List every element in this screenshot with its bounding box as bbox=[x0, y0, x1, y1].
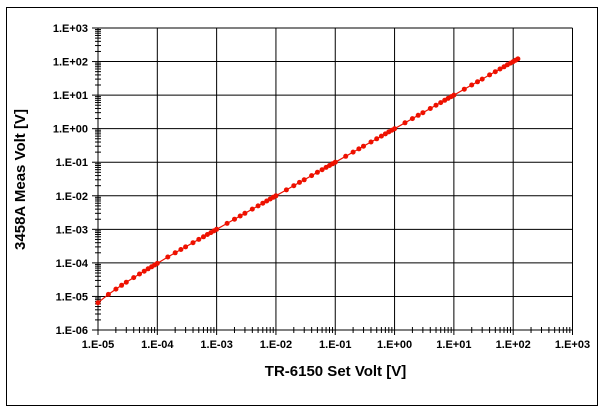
y-tick-label: 1.E-01 bbox=[56, 157, 88, 169]
data-point-marker bbox=[374, 136, 380, 142]
data-point-marker bbox=[469, 82, 475, 88]
x-tick-label: 1.E-02 bbox=[260, 339, 292, 351]
data-point-marker bbox=[409, 116, 415, 122]
y-tick-label: 1.E+00 bbox=[53, 124, 88, 136]
x-tick-label: 1.E-04 bbox=[141, 339, 174, 351]
data-point-marker bbox=[237, 213, 243, 219]
y-tick-label: 1.E-04 bbox=[56, 258, 89, 270]
x-tick-label: 1.E+03 bbox=[555, 339, 590, 351]
data-point-marker bbox=[433, 102, 439, 108]
data-point-marker bbox=[123, 279, 129, 285]
data-point-marker bbox=[378, 133, 384, 139]
data-point-marker bbox=[475, 79, 480, 85]
data-point-marker bbox=[113, 286, 119, 292]
chart-outer-border bbox=[6, 7, 598, 406]
data-point-marker bbox=[301, 177, 307, 183]
data-point-marker bbox=[172, 250, 178, 256]
y-tick-label: 1.E-02 bbox=[56, 191, 88, 203]
data-point-marker bbox=[249, 206, 255, 212]
data-point-marker bbox=[356, 146, 362, 152]
data-point-marker bbox=[273, 193, 279, 199]
x-tick-label: 1.E-01 bbox=[319, 339, 351, 351]
data-point-marker bbox=[368, 139, 374, 145]
data-point-marker bbox=[451, 92, 457, 98]
data-point-marker bbox=[497, 66, 503, 72]
data-point-marker bbox=[224, 220, 230, 226]
data-point-marker bbox=[309, 173, 315, 179]
y-axis-title: 3458A Meas Volt [V] bbox=[11, 108, 29, 250]
data-point-marker bbox=[183, 244, 189, 250]
data-point-marker bbox=[350, 149, 356, 155]
data-point-marker bbox=[332, 159, 338, 165]
x-tick-label: 1.E-03 bbox=[200, 339, 232, 351]
x-tick-label: 1.E-05 bbox=[82, 339, 114, 351]
data-point-marker bbox=[291, 183, 297, 189]
data-point-marker bbox=[427, 106, 433, 111]
data-point-marker bbox=[131, 275, 137, 281]
data-point-marker bbox=[242, 210, 248, 216]
data-point-marker bbox=[119, 282, 125, 288]
data-point-marker bbox=[319, 167, 325, 173]
y-tick-label: 1.E+02 bbox=[53, 57, 88, 69]
x-tick-label: 1.E+02 bbox=[496, 339, 531, 351]
x-tick-label: 1.E+01 bbox=[436, 339, 471, 351]
data-point-marker bbox=[214, 226, 220, 232]
data-point-marker bbox=[137, 271, 142, 277]
x-tick-label: 1.E+00 bbox=[377, 339, 412, 351]
data-point-marker bbox=[297, 179, 302, 185]
x-axis-title: TR-6150 Set Volt [V] bbox=[264, 363, 407, 380]
data-point-marker bbox=[487, 72, 493, 78]
data-point-marker bbox=[343, 153, 349, 159]
y-tick-label: 1.E-06 bbox=[56, 325, 88, 337]
data-point-marker bbox=[479, 76, 485, 82]
data-point-marker bbox=[461, 86, 467, 92]
data-point-marker bbox=[95, 300, 101, 306]
y-tick-label: 1.E+03 bbox=[53, 23, 88, 35]
data-point-marker bbox=[165, 254, 171, 260]
data-point-marker bbox=[154, 260, 160, 266]
data-point-marker bbox=[232, 216, 237, 222]
data-point-marker bbox=[392, 126, 398, 132]
data-point-marker bbox=[402, 120, 408, 126]
data-point-marker bbox=[515, 56, 521, 62]
data-point-marker bbox=[178, 247, 184, 252]
y-tick-label: 1.E-05 bbox=[56, 291, 88, 303]
data-point-marker bbox=[492, 69, 498, 75]
data-point-marker bbox=[283, 187, 289, 193]
data-point-marker bbox=[105, 291, 111, 297]
data-point-marker bbox=[361, 143, 366, 149]
data-point-marker bbox=[260, 200, 266, 206]
data-point-marker bbox=[438, 100, 444, 106]
data-point-marker bbox=[420, 110, 426, 116]
y-tick-label: 1.E-03 bbox=[56, 224, 88, 236]
data-point-marker bbox=[141, 268, 147, 274]
y-axis-title-wrap: 3458A Meas Volt [V] bbox=[8, 28, 32, 330]
data-point-marker bbox=[314, 169, 320, 175]
y-tick-label: 1.E+01 bbox=[53, 90, 88, 102]
data-point-marker bbox=[201, 234, 206, 240]
data-point-marker bbox=[190, 240, 196, 246]
data-point-marker bbox=[255, 203, 261, 209]
data-point-marker bbox=[196, 236, 202, 242]
data-point-marker bbox=[415, 112, 421, 118]
